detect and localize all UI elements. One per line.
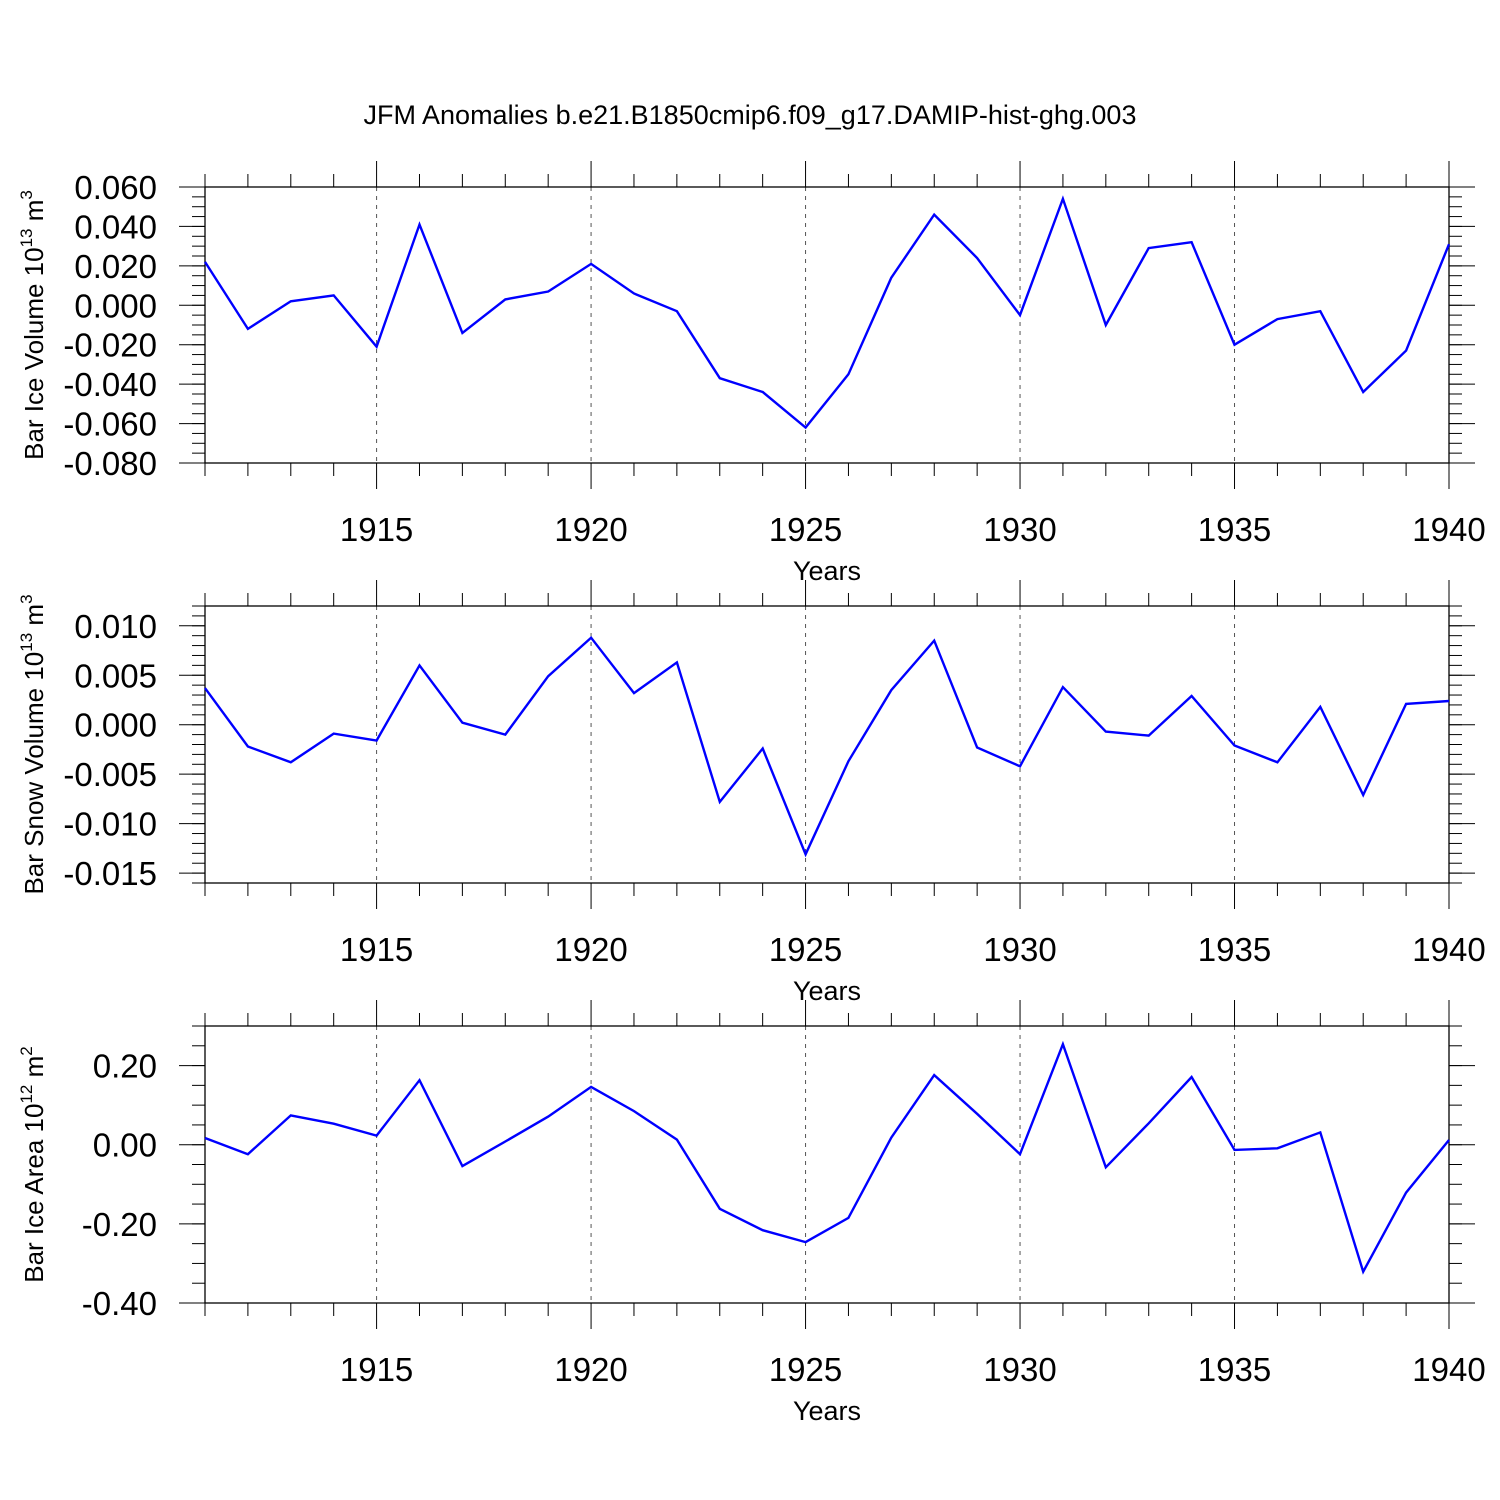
x-tick-label: 1920 — [554, 1351, 627, 1388]
series-line — [204, 635, 1450, 858]
y-tick-label: -0.005 — [63, 756, 157, 793]
x-tick-label: 1935 — [1198, 511, 1271, 548]
plot-frame — [204, 605, 1450, 884]
x-tick-label: 1925 — [769, 1351, 842, 1388]
x-axis-label: Years — [793, 976, 861, 1006]
y-tick-label: -0.40 — [82, 1285, 157, 1322]
x-tick-label: 1930 — [983, 1351, 1056, 1388]
series-line — [204, 1040, 1450, 1275]
x-tick-label: 1935 — [1198, 931, 1271, 968]
y-tick-label: -0.010 — [63, 806, 157, 843]
y-tick-label: 0.005 — [74, 657, 157, 694]
x-tick-label: 1925 — [769, 511, 842, 548]
figure-title: JFM Anomalies b.e21.B1850cmip6.f09_g17.D… — [364, 100, 1137, 130]
chart-panel-3: -0.40 -0.20 0.00 0.20 1915 1920 1925 1930 1935 19… — [17, 1000, 1486, 1426]
x-tick-label: 1930 — [983, 931, 1056, 968]
y-tick-label: 0.000 — [74, 287, 157, 324]
panels: -0.080-0.060-0.040-0.0200.0000.0200.0400… — [17, 161, 1486, 1426]
y-tick-label: -0.015 — [63, 855, 157, 892]
y-tick-label: -0.060 — [63, 406, 157, 443]
x-tick-label: 1920 — [554, 931, 627, 968]
x-tick-label: 1940 — [1412, 511, 1485, 548]
x-tick-label: 1915 — [340, 931, 413, 968]
y-tick-label: -0.040 — [63, 366, 157, 403]
x-axis-label: Years — [793, 1396, 861, 1426]
y-tick-label: 0.20 — [93, 1048, 157, 1085]
x-tick-label: 1915 — [340, 1351, 413, 1388]
x-tick-label: 1940 — [1412, 1351, 1485, 1388]
y-axis-label: Bar Snow Volume 1013 m3 — [17, 594, 49, 894]
chart-panel-1: -0.080-0.060-0.040-0.0200.0000.0200.0400… — [17, 161, 1486, 586]
y-tick-label: -0.20 — [82, 1206, 157, 1243]
x-tick-label: 1940 — [1412, 931, 1485, 968]
y-axis-label: Bar Ice Area 1012 m2 — [17, 1046, 49, 1283]
x-axis-label: Years — [793, 556, 861, 586]
plot-frame — [204, 1025, 1450, 1304]
x-tick-label: 1925 — [769, 931, 842, 968]
y-tick-label: -0.080 — [63, 445, 157, 482]
y-tick-label: 0.000 — [74, 707, 157, 744]
chart-panel-2: -0.015 -0.010 -0.005 0.000 0.005 0.010 1915 192… — [17, 580, 1486, 1006]
y-tick-label: -0.020 — [63, 327, 157, 364]
plot-frame — [204, 186, 1450, 464]
y-tick-label: 0.020 — [74, 248, 157, 285]
y-axis-label: Bar Ice Volume 1013 m3 — [17, 190, 49, 460]
y-tick-label: 0.00 — [93, 1127, 157, 1164]
series-line — [203, 195, 1451, 430]
x-tick-label: 1915 — [340, 511, 413, 548]
y-tick-label: 0.060 — [74, 169, 157, 206]
y-tick-label: 0.040 — [74, 208, 157, 245]
x-tick-label: 1935 — [1198, 1351, 1271, 1388]
y-tick-label: 0.010 — [74, 608, 157, 645]
x-tick-label: 1930 — [983, 511, 1056, 548]
x-tick-label: 1920 — [554, 511, 627, 548]
